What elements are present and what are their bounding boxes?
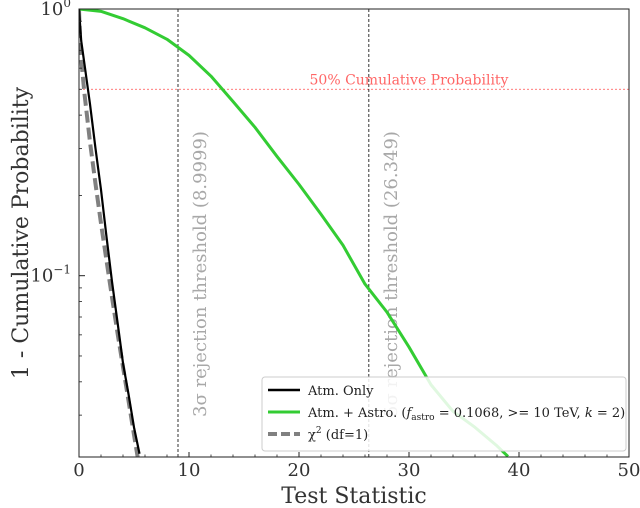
legend-label-atm-astro: Atm. + Astro. (fastro = 0.1068, >= 10 Te… <box>307 406 625 423</box>
x-tick-label-5: 50 <box>618 460 640 481</box>
x-tick-label-4: 40 <box>508 460 531 481</box>
y-tick-label-1: 10−1 <box>30 263 71 287</box>
series-line-2 <box>79 9 140 457</box>
x-tick-label-1: 10 <box>178 460 201 481</box>
ticks: 0 10 20 30 40 50 100 10−1 <box>30 0 640 481</box>
y-axis-label: 1 - Cumulative Probability <box>9 86 34 379</box>
x-axis-label: Test Statistic <box>281 484 427 508</box>
legend-box <box>261 376 627 452</box>
x-tick-label-2: 20 <box>288 460 311 481</box>
x-tick-label-0: 0 <box>73 460 84 481</box>
legend-label-atm-only: Atm. Only <box>307 384 374 399</box>
hline-label: 50% Cumulative Probability <box>310 72 509 88</box>
legend: Atm. Only Atm. + Astro. (fastro = 0.1068… <box>261 376 627 452</box>
series-line-0 <box>79 9 141 454</box>
vline-label-0: 3σ rejection threshold (8.9999) <box>190 131 211 417</box>
axes-frame <box>78 8 630 458</box>
legend-label-chi2: χ2 (df=1) <box>308 426 368 443</box>
y-tick-label-0: 100 <box>40 0 71 20</box>
vline-label-1: 5σ rejection threshold (26.349) <box>381 131 402 417</box>
x-tick-label-3: 30 <box>398 460 421 481</box>
